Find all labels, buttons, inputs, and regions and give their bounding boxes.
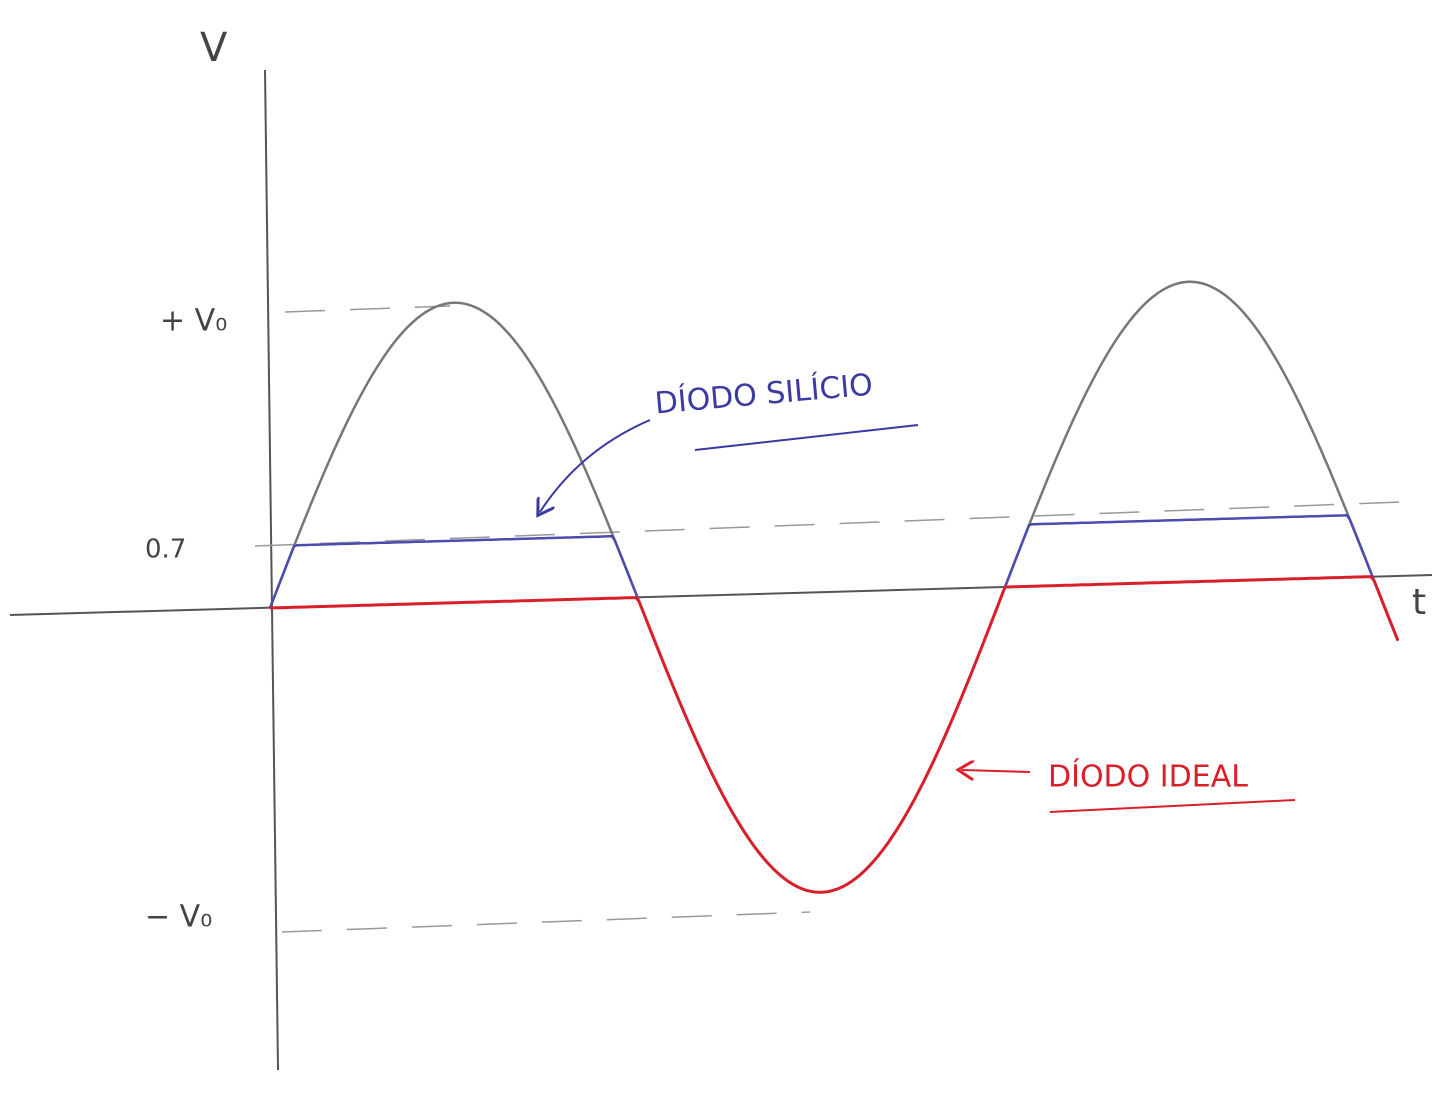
x-axis-label: t — [1412, 582, 1426, 623]
sketch: V t + V₀ 0.7 − V₀ DÍODO SILÍCIO DÍODO ID… — [0, 0, 1438, 1090]
silicon-output — [270, 515, 1398, 892]
level-label: 0.7 — [145, 535, 186, 565]
trough-guide — [282, 912, 810, 932]
page: V t + V₀ 0.7 − V₀ DÍODO SILÍCIO DÍODO ID… — [0, 0, 1438, 1090]
annotation: DÍODO IDEAL — [1048, 759, 1248, 795]
arrow — [540, 420, 650, 512]
y-axis — [265, 70, 278, 1070]
ideal-output — [270, 577, 1398, 893]
annotation: DÍODO SILÍCIO — [653, 367, 874, 422]
level-label: − V₀ — [145, 900, 212, 935]
y-axis-label: V — [200, 25, 228, 71]
level-label: + V₀ — [160, 304, 227, 339]
threshold-guide — [255, 502, 1400, 546]
underline — [1050, 800, 1295, 812]
underline — [695, 425, 918, 450]
arrow — [962, 770, 1030, 772]
